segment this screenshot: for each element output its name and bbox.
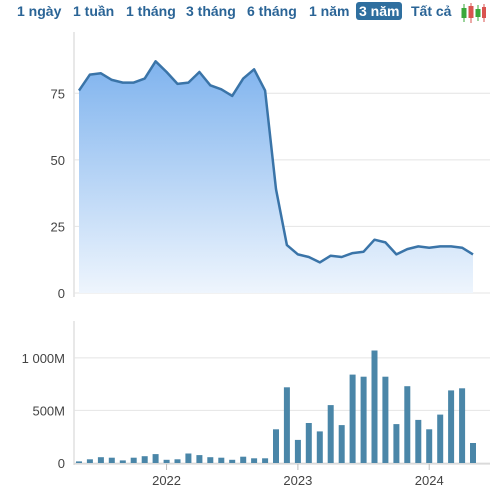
- volume-bar: [251, 458, 258, 463]
- volume-bar: [404, 386, 411, 463]
- volume-bar: [119, 460, 126, 463]
- x-axis: 2022 2023 2024: [74, 463, 490, 488]
- volume-bar: [338, 425, 345, 463]
- volume-bar: [229, 459, 236, 463]
- volume-bar: [196, 455, 203, 463]
- price-chart: 0 25 50 75: [51, 32, 490, 301]
- volume-bar: [459, 388, 466, 463]
- volume-bar: [437, 414, 444, 463]
- volume-bar: [393, 424, 400, 463]
- candlestick-icon[interactable]: [459, 2, 487, 24]
- volume-y-tick-label: 0: [58, 456, 65, 471]
- volume-bar: [174, 459, 181, 463]
- volume-bar: [327, 405, 334, 463]
- volume-bar: [218, 457, 225, 463]
- volume-bar: [97, 457, 104, 463]
- volume-bar: [349, 374, 356, 463]
- range-button-3-years[interactable]: 3 năm: [356, 2, 403, 20]
- price-y-tick-label: 75: [51, 86, 65, 101]
- volume-bar: [316, 431, 323, 463]
- volume-bar: [448, 390, 455, 463]
- volume-bar: [262, 458, 269, 463]
- range-button-1-year[interactable]: 1 năm: [309, 3, 350, 19]
- range-button-1-day[interactable]: 1 ngày: [17, 3, 62, 19]
- volume-bar: [152, 454, 159, 463]
- volume-bar: [360, 376, 367, 463]
- volume-bar: [305, 423, 312, 463]
- range-button-1-month[interactable]: 1 tháng: [126, 3, 176, 19]
- volume-bar: [185, 453, 192, 463]
- volume-bar: [163, 459, 170, 463]
- volume-bar: [86, 459, 93, 463]
- price-y-tick-label: 50: [51, 153, 65, 168]
- volume-bar: [240, 456, 247, 463]
- volume-bar: [470, 443, 476, 463]
- range-selector: 1 ngày 1 tuần 1 tháng 3 tháng 6 tháng 1 …: [0, 0, 501, 24]
- x-axis-tick-label: 2024: [415, 473, 444, 488]
- price-area-fill: [79, 61, 473, 293]
- price-y-tick-label: 0: [58, 286, 65, 301]
- volume-bar: [130, 457, 137, 463]
- volume-chart: 0 500M 1 000M: [22, 321, 490, 471]
- volume-bar: [294, 439, 301, 463]
- volume-y-tick-label: 1 000M: [22, 351, 65, 366]
- volume-y-tick-label: 500M: [32, 403, 65, 418]
- volume-bar: [273, 429, 279, 463]
- volume-bar: [371, 350, 378, 463]
- volume-bar: [141, 456, 148, 463]
- x-axis-tick-label: 2022: [152, 473, 181, 488]
- volume-bar: [108, 457, 115, 463]
- volume-bar: [426, 429, 433, 463]
- volume-bar: [207, 457, 214, 463]
- range-button-all[interactable]: Tất cả: [411, 3, 452, 19]
- volume-bar: [415, 419, 422, 463]
- volume-bar: [283, 387, 290, 463]
- x-axis-tick-label: 2023: [283, 473, 312, 488]
- volume-bar: [76, 461, 82, 463]
- price-y-tick-label: 25: [51, 219, 65, 234]
- range-button-6-months[interactable]: 6 tháng: [247, 3, 297, 19]
- volume-bar: [382, 376, 389, 463]
- range-button-1-week[interactable]: 1 tuần: [73, 3, 115, 19]
- range-button-3-months[interactable]: 3 tháng: [186, 3, 236, 19]
